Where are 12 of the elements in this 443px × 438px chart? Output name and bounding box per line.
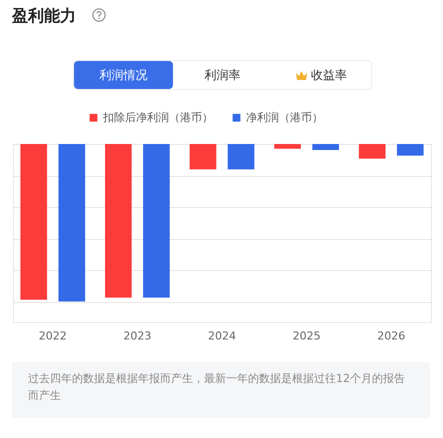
x-tick-label: 2024	[208, 330, 236, 342]
text: 利润率	[204, 67, 242, 84]
x-tick-label: 2022	[38, 330, 67, 342]
text: 利润情况	[74, 61, 173, 89]
x-tick-label: 2026	[377, 330, 406, 342]
chart-title: 盈利能力	[12, 6, 76, 27]
x-tick-label: 2025	[292, 330, 321, 342]
text: 过去四年的数据是根据年报而产生，最新一年的数据是根据过往12个月的报告而产生	[12, 362, 430, 418]
legend-label: 净利润（港币）	[246, 110, 323, 124]
legend-label: 扣除后净利润（港币）	[102, 110, 213, 124]
text: 收益率	[310, 67, 348, 84]
x-tick-label: 2023	[123, 330, 152, 342]
